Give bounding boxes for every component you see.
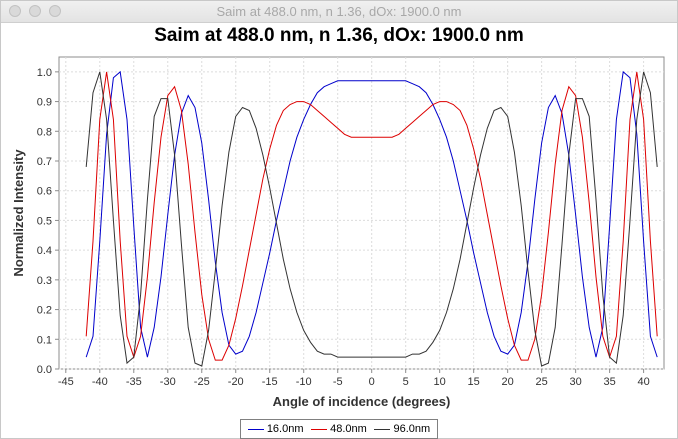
- x-tick-label: 20: [502, 376, 514, 388]
- x-tick-label: -15: [262, 376, 278, 388]
- y-tick-label: 0.7: [37, 156, 52, 168]
- series-line-48.0nm: [85, 71, 658, 361]
- x-tick-label: 0: [369, 376, 375, 388]
- legend-swatch: [247, 428, 264, 430]
- y-tick-label: 0.2: [37, 305, 52, 317]
- series-line-96.0nm: [85, 71, 658, 367]
- line-chart: 0.0 0.1 0.2 0.3 0.4 0.5 0.6 0.7 0.8 0.9 1.0 -45 -40 -…: [11, 56, 665, 409]
- x-tick-label: 25: [536, 376, 548, 388]
- x-tick-label: -45: [58, 376, 74, 388]
- legend-swatch: [311, 428, 328, 430]
- y-tick-label: 0.8: [37, 126, 52, 138]
- window-title: Saim at 488.0 nm, n 1.36, dOx: 1900.0 nm: [216, 4, 462, 19]
- x-tick-label: -5: [333, 376, 343, 388]
- y-tick-label: 0.1: [37, 334, 52, 346]
- legend-item: 16.0nm: [247, 423, 304, 435]
- x-tick-label: -35: [126, 376, 142, 388]
- y-tick-label: 0.0: [37, 364, 52, 376]
- legend-item: 96.0nm: [374, 423, 430, 435]
- minimize-window-button[interactable]: [29, 5, 41, 17]
- legend-label: 96.0nm: [393, 423, 431, 435]
- x-tick-label: -10: [296, 376, 312, 388]
- chart-legend: 16.0nm 48.0nm 96.0nm: [240, 419, 438, 439]
- legend-label: 48.0nm: [330, 423, 367, 435]
- x-tick-label: 30: [570, 376, 582, 388]
- plot-area: [58, 56, 665, 370]
- chart-title: Saim at 488.0 nm, n 1.36, dOx: 1900.0 nm: [154, 25, 524, 46]
- x-tick-label: 35: [603, 376, 615, 388]
- x-axis-label: Angle of incidence (degrees): [273, 394, 451, 409]
- y-tick-label: 0.3: [37, 275, 52, 287]
- x-tick-label: 15: [468, 376, 480, 388]
- legend-swatch: [374, 428, 391, 430]
- zoom-window-button[interactable]: [49, 5, 61, 17]
- legend-item: 48.0nm: [311, 423, 367, 435]
- x-tick-label: -25: [194, 376, 210, 388]
- y-tick-label: 1.0: [37, 67, 52, 79]
- window-titlebar: Saim at 488.0 nm, n 1.36, dOx: 1900.0 nm: [1, 1, 677, 23]
- x-tick-label: -40: [92, 376, 108, 388]
- x-tick-label: 10: [434, 376, 446, 388]
- x-tick-label: -20: [228, 376, 244, 388]
- close-window-button[interactable]: [9, 5, 21, 17]
- legend-label: 16.0nm: [266, 423, 304, 435]
- y-tick-label: 0.9: [37, 97, 52, 109]
- y-tick-label: 0.4: [37, 245, 52, 257]
- y-tick-label: 0.6: [37, 186, 52, 198]
- x-tick-label: -30: [160, 376, 176, 388]
- y-axis-label: Normalized Intensity: [11, 149, 26, 277]
- x-tick-label: 5: [403, 376, 409, 388]
- x-tick-label: 40: [637, 376, 649, 388]
- y-tick-label: 0.5: [37, 215, 52, 227]
